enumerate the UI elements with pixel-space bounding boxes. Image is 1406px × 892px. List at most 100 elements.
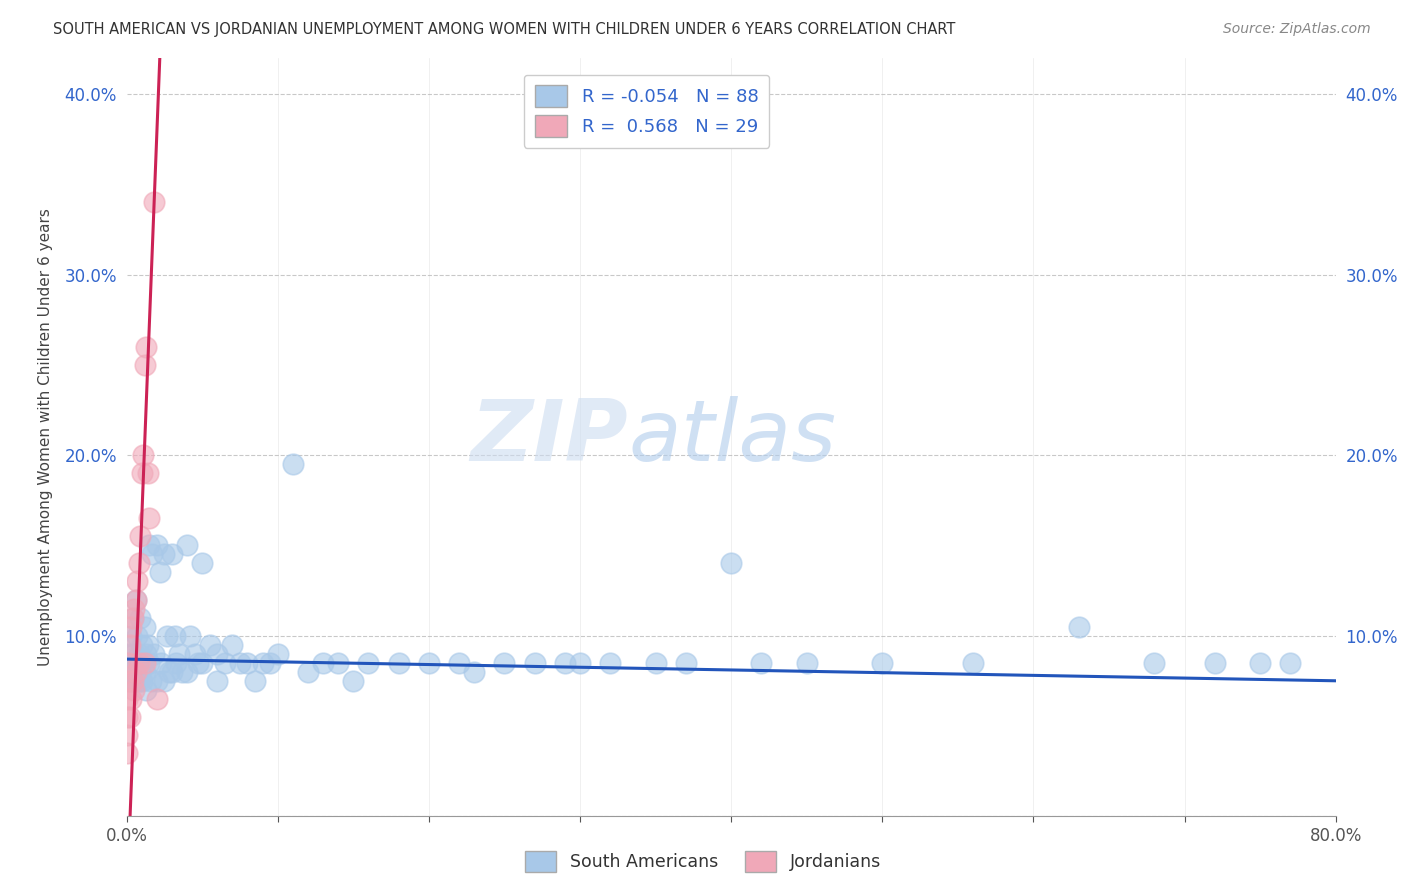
Point	[118, 710, 141, 724]
Point	[157, 665, 180, 679]
Point	[138, 538, 160, 552]
Point	[221, 638, 243, 652]
Y-axis label: Unemployment Among Women with Children Under 6 years: Unemployment Among Women with Children U…	[38, 208, 53, 666]
Point	[146, 538, 169, 552]
Point	[127, 629, 149, 643]
Point	[115, 656, 138, 670]
Point	[134, 358, 156, 372]
Point	[554, 656, 576, 670]
Point	[128, 557, 150, 571]
Point	[342, 673, 364, 688]
Point	[418, 656, 440, 670]
Point	[153, 673, 176, 688]
Point	[124, 592, 146, 607]
Point	[135, 647, 157, 661]
Point	[136, 466, 159, 480]
Point	[872, 656, 894, 670]
Point	[139, 673, 162, 688]
Legend: South Americans, Jordanians: South Americans, Jordanians	[519, 844, 887, 879]
Point	[172, 665, 194, 679]
Point	[675, 656, 697, 670]
Point	[236, 656, 259, 670]
Point	[1143, 656, 1166, 670]
Point	[281, 457, 304, 471]
Point	[132, 448, 155, 462]
Point	[644, 656, 666, 670]
Point	[122, 665, 145, 679]
Point	[122, 601, 145, 615]
Point	[267, 647, 290, 661]
Point	[134, 665, 156, 679]
Point	[128, 656, 150, 670]
Point	[142, 195, 165, 210]
Point	[252, 656, 274, 670]
Point	[1279, 656, 1302, 670]
Point	[796, 656, 818, 670]
Text: SOUTH AMERICAN VS JORDANIAN UNEMPLOYMENT AMONG WOMEN WITH CHILDREN UNDER 6 YEARS: SOUTH AMERICAN VS JORDANIAN UNEMPLOYMENT…	[53, 22, 956, 37]
Point	[118, 638, 141, 652]
Point	[121, 610, 143, 624]
Point	[122, 647, 145, 661]
Point	[568, 656, 592, 670]
Point	[962, 656, 984, 670]
Point	[259, 656, 281, 670]
Point	[1067, 619, 1090, 633]
Point	[198, 638, 221, 652]
Point	[142, 647, 165, 661]
Point	[146, 673, 169, 688]
Point	[599, 656, 621, 670]
Point	[117, 656, 139, 670]
Point	[121, 610, 143, 624]
Point	[150, 656, 173, 670]
Point	[720, 557, 742, 571]
Point	[205, 673, 228, 688]
Point	[523, 656, 546, 670]
Point	[357, 656, 380, 670]
Point	[156, 629, 179, 643]
Point	[127, 656, 149, 670]
Point	[160, 548, 183, 562]
Point	[128, 647, 150, 661]
Point	[176, 538, 198, 552]
Text: ZIP: ZIP	[471, 395, 628, 479]
Point	[120, 665, 142, 679]
Point	[187, 656, 209, 670]
Point	[141, 548, 163, 562]
Point	[129, 665, 152, 679]
Point	[115, 691, 138, 706]
Point	[120, 629, 142, 643]
Point	[191, 656, 214, 670]
Point	[129, 610, 152, 624]
Point	[117, 673, 139, 688]
Point	[117, 647, 139, 661]
Point	[131, 638, 153, 652]
Point	[135, 682, 157, 697]
Point	[149, 566, 172, 580]
Point	[160, 665, 183, 679]
Point	[115, 746, 138, 760]
Point	[1204, 656, 1226, 670]
Point	[183, 647, 205, 661]
Point	[243, 673, 266, 688]
Point	[120, 619, 142, 633]
Point	[124, 665, 146, 679]
Point	[115, 710, 138, 724]
Text: Source: ZipAtlas.com: Source: ZipAtlas.com	[1223, 22, 1371, 37]
Point	[131, 656, 153, 670]
Point	[214, 656, 236, 670]
Point	[326, 656, 350, 670]
Point	[121, 673, 143, 688]
Point	[153, 548, 176, 562]
Point	[118, 673, 141, 688]
Point	[115, 728, 138, 742]
Point	[312, 656, 335, 670]
Point	[134, 619, 156, 633]
Point	[131, 466, 153, 480]
Point	[447, 656, 470, 670]
Point	[229, 656, 252, 670]
Point	[163, 629, 186, 643]
Point	[388, 656, 411, 670]
Point	[751, 656, 773, 670]
Text: atlas: atlas	[628, 395, 837, 479]
Point	[176, 665, 198, 679]
